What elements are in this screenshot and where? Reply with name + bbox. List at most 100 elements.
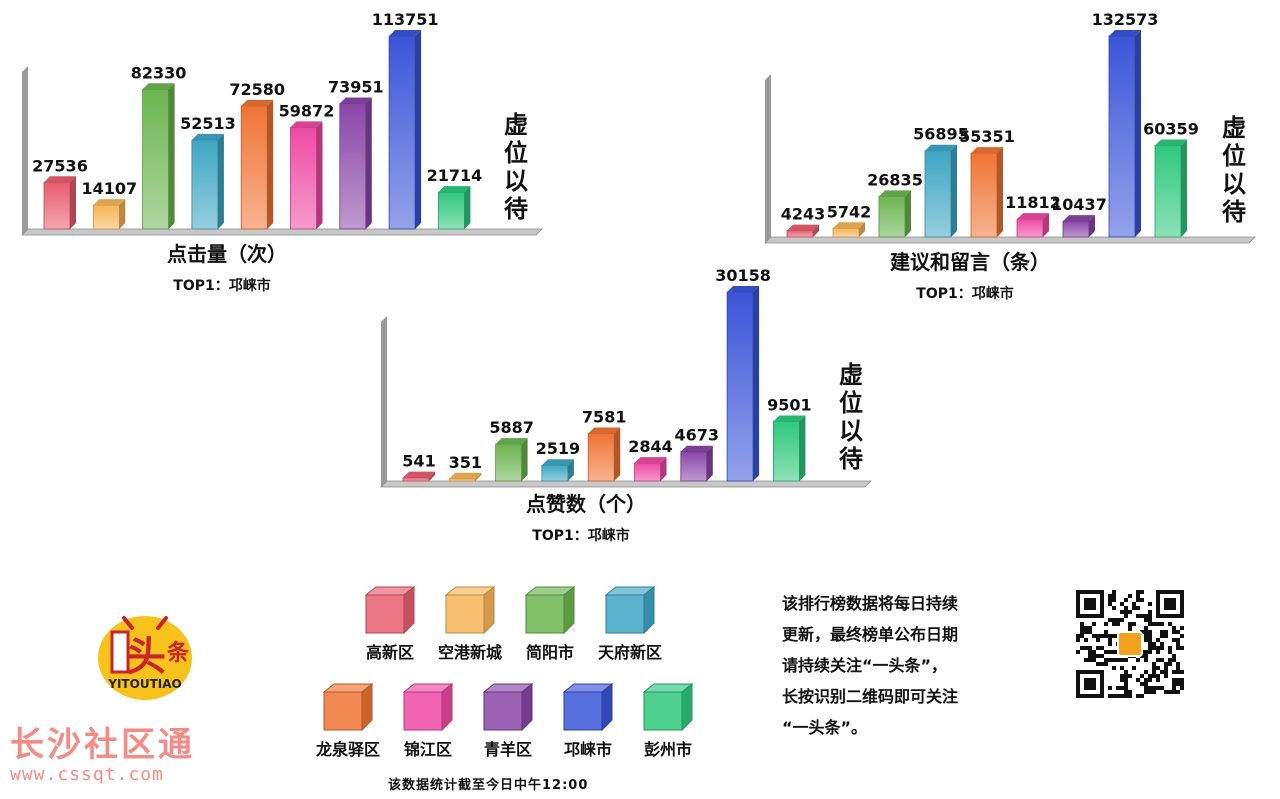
bar-value-label: 52513: [180, 114, 236, 133]
bar-front: [402, 477, 430, 482]
legend-label: 天府新区: [597, 643, 662, 662]
bar-高新区: [43, 176, 76, 230]
notice-text: 该排行榜数据将每日持续 更新，最终榜单公布日期 请持续关注“一头条”， 长按识别…: [782, 588, 992, 743]
bar-top: [588, 427, 621, 434]
bar-front: [339, 103, 367, 230]
bar-value-label: 11812: [1005, 193, 1061, 212]
notice-line: “一头条”。: [782, 718, 868, 737]
bar-front: [43, 181, 71, 230]
bar-简阳市: [142, 83, 175, 230]
legend-item: 锦江区: [378, 682, 478, 760]
vacancy-char: 待: [1222, 198, 1246, 226]
bar-高新区: [786, 224, 819, 238]
bar-top: [44, 176, 76, 183]
chart-subtitle: TOP1：邛崃市: [532, 527, 629, 544]
bar-top: [680, 445, 713, 452]
bar-front: [290, 127, 317, 230]
bar-top: [241, 99, 274, 106]
bar-front: [773, 421, 800, 482]
bar-top: [1063, 215, 1095, 222]
bar-front: [92, 204, 120, 230]
bar-side: [365, 97, 372, 229]
bar-邛崃市: [1108, 30, 1141, 238]
notice-line: 更新，最终榜单公布日期: [782, 625, 959, 644]
bar-front: [388, 35, 416, 230]
bar-value-label: 5887: [489, 418, 534, 437]
bar-天府新区: [924, 144, 957, 238]
bar-front: [142, 88, 170, 230]
chart-floor: [21, 228, 543, 236]
bar-front: [1154, 145, 1182, 238]
qr-code[interactable]: [1076, 590, 1184, 698]
bar-front: [786, 230, 814, 238]
bar-top: [541, 459, 574, 466]
svg-text:条: 条: [166, 640, 190, 666]
legend-label: 高新区: [365, 643, 414, 662]
bar-top: [449, 472, 482, 479]
bar-front: [587, 433, 615, 482]
legend-label: 简阳市: [525, 643, 574, 662]
vacancy-char: 虚: [839, 361, 863, 389]
bar-front: [680, 451, 708, 482]
bar-side: [813, 224, 819, 237]
bar-top: [438, 186, 471, 193]
vacancy-char: 待: [839, 445, 863, 473]
vacancy-char: 待: [504, 195, 528, 223]
bar-邛崃市: [388, 30, 422, 230]
bar-value-label: 4673: [675, 426, 720, 445]
legend-item: 龙泉驿区: [298, 682, 398, 760]
legend-swatch: [402, 682, 454, 732]
bar-side: [119, 199, 126, 229]
legend-label: 空港新城: [437, 643, 502, 662]
bar-value-label: 21714: [427, 166, 483, 185]
bar-front: [634, 462, 661, 482]
legend-label: 龙泉驿区: [315, 740, 380, 759]
bar-天府新区: [541, 459, 574, 482]
bar-side: [316, 121, 323, 229]
svg-text:YITOUTIAO: YITOUTIAO: [107, 677, 181, 691]
chart-wall: [765, 74, 771, 243]
bar-top: [389, 30, 422, 36]
legend-swatch: [482, 682, 534, 732]
svg-text:头: 头: [126, 634, 166, 680]
bar-front: [924, 150, 952, 238]
bar-side: [464, 186, 471, 229]
notice-line: 请持续关注“一头条”，: [782, 656, 948, 675]
bar-value-label: 55351: [959, 127, 1015, 146]
bar-top: [833, 222, 865, 229]
legend-item: 简阳市: [500, 585, 600, 663]
bar-value-label: 2844: [628, 437, 673, 456]
bar-简阳市: [495, 438, 528, 482]
chart-title: 点击量（次）: [167, 242, 287, 266]
bar-空港新城: [92, 199, 126, 230]
bar-side: [70, 176, 76, 229]
bar-彭州市: [773, 415, 806, 482]
bar-front: [1016, 218, 1044, 238]
legend-swatch: [524, 585, 576, 635]
bar-value-label: 27536: [32, 156, 88, 175]
bar-龙泉驿区: [970, 147, 1003, 238]
bar-top: [93, 199, 126, 206]
bar-value-label: 56895: [913, 125, 969, 144]
bar-top: [495, 438, 528, 445]
bar-top: [1109, 30, 1141, 36]
vacancy-char: 虚: [504, 111, 528, 139]
bar-side: [614, 427, 621, 481]
legend-item: 青羊区: [458, 682, 558, 760]
bar-value-label: 351: [449, 453, 482, 472]
legend-swatch: [444, 585, 496, 635]
vacancy-char: 以: [839, 417, 863, 445]
bar-value-label: 72580: [229, 80, 285, 99]
bar-锦江区: [290, 121, 323, 230]
chart-1: 27536 14107 82330 52513 72580 59872 73951 11375…: [21, 10, 543, 294]
chart-subtitle: TOP1：邛崃市: [916, 285, 1013, 302]
bar-side: [799, 415, 806, 481]
bar-top: [290, 121, 323, 128]
legend-swatch: [322, 682, 374, 732]
legend-swatch: [562, 682, 614, 732]
chart-floor: [764, 236, 1256, 244]
legend-swatch: [364, 585, 416, 635]
bar-side: [521, 438, 528, 481]
